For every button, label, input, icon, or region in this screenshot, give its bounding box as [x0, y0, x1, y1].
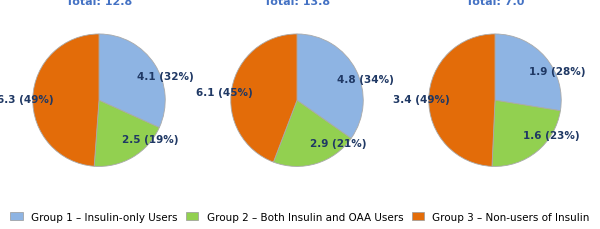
Wedge shape: [429, 35, 495, 167]
Wedge shape: [492, 101, 560, 167]
Text: 2.9 (21%): 2.9 (21%): [310, 139, 367, 149]
Text: 3.4 (49%): 3.4 (49%): [393, 95, 450, 105]
Wedge shape: [99, 35, 165, 128]
Wedge shape: [274, 101, 351, 167]
Text: 1.6 (23%): 1.6 (23%): [523, 131, 580, 141]
Text: 1.9 (28%): 1.9 (28%): [529, 67, 586, 77]
Text: 2.5 (19%): 2.5 (19%): [122, 134, 178, 144]
Wedge shape: [495, 35, 561, 111]
Text: Total: 7.0: Total: 7.0: [466, 0, 524, 7]
Text: 6.1 (45%): 6.1 (45%): [196, 88, 253, 98]
Text: Total: 13.8: Total: 13.8: [264, 0, 330, 7]
Wedge shape: [231, 35, 297, 162]
Text: Total: 12.8: Total: 12.8: [66, 0, 132, 7]
Wedge shape: [33, 35, 99, 166]
Wedge shape: [297, 35, 363, 139]
Text: 4.1 (32%): 4.1 (32%): [137, 71, 194, 82]
Text: 4.8 (34%): 4.8 (34%): [337, 75, 394, 85]
Text: 6.3 (49%): 6.3 (49%): [0, 94, 54, 104]
Legend: Group 1 – Insulin-only Users, Group 2 – Both Insulin and OAA Users, Group 3 – No: Group 1 – Insulin-only Users, Group 2 – …: [8, 210, 592, 224]
Wedge shape: [94, 101, 160, 167]
